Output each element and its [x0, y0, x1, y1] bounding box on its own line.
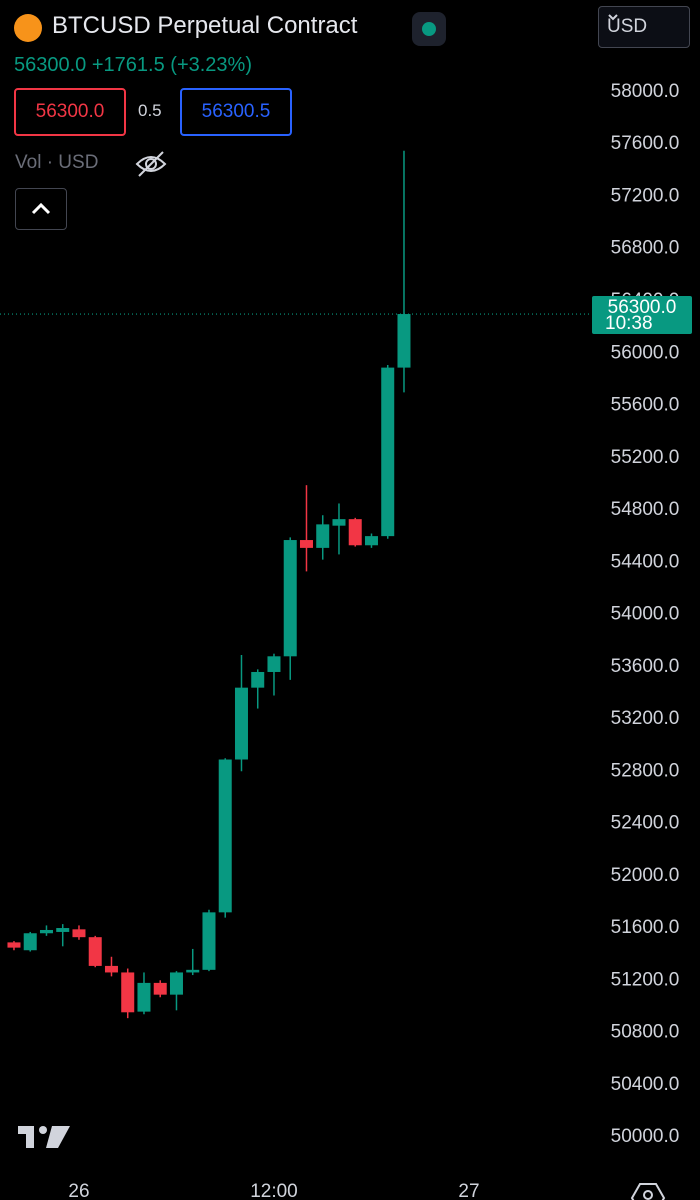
candle-body — [251, 671, 265, 688]
y-tick-label: 51600.0 — [611, 917, 680, 938]
candle-body — [316, 524, 330, 548]
candle-body — [169, 972, 183, 995]
y-tick-label: 51200.0 — [611, 969, 680, 990]
y-tick-label: 56800.0 — [611, 238, 680, 259]
candle-body — [218, 759, 232, 913]
currency-dropdown[interactable]: USD — [598, 6, 690, 48]
candle-body — [39, 929, 53, 934]
tv-logo — [18, 1126, 70, 1148]
y-tick-label: 50800.0 — [611, 1022, 680, 1043]
last-price: 56300.0 — [14, 54, 87, 76]
candle-body — [299, 540, 313, 548]
y-tick-label: 52400.0 — [611, 813, 680, 834]
hide-icon[interactable] — [134, 150, 168, 178]
candle-body — [88, 937, 102, 966]
candle-body — [283, 540, 297, 657]
candle-body — [137, 982, 151, 1012]
symbol-title[interactable]: BTCUSD Perpetual Contract — [52, 12, 358, 39]
y-tick-label: 56000.0 — [611, 342, 680, 363]
candle-body — [234, 687, 248, 760]
candle-body — [397, 314, 411, 368]
y-tick-label: 50000.0 — [611, 1126, 680, 1147]
change: +1761.5 — [91, 54, 165, 76]
candle-body — [186, 969, 200, 973]
candle-body — [23, 933, 37, 951]
y-tick-label: 58000.0 — [611, 81, 680, 102]
x-tick-label: 12:00 — [250, 1181, 298, 1200]
y-tick-label: 54800.0 — [611, 499, 680, 520]
x-tick-label: 26 — [68, 1181, 89, 1200]
bitcoin-icon — [14, 14, 42, 42]
y-tick-label: 52000.0 — [611, 865, 680, 886]
candle-body — [267, 656, 281, 672]
y-tick-label: 52800.0 — [611, 760, 680, 781]
y-tick-label: 57200.0 — [611, 185, 680, 206]
y-tick-label: 54400.0 — [611, 551, 680, 572]
candle-body — [348, 519, 362, 546]
candle-body — [153, 982, 167, 995]
y-tick-label: 55600.0 — [611, 395, 680, 416]
y-tick-label: 50400.0 — [611, 1074, 680, 1095]
candle-body — [104, 965, 118, 973]
y-tick-label: 57600.0 — [611, 133, 680, 154]
volume-label: Vol · USD — [15, 152, 99, 173]
plot-area — [7, 150, 411, 1019]
change-pct: (+3.23%) — [170, 54, 252, 76]
candle-body — [72, 929, 86, 938]
currency: USD — [607, 16, 648, 37]
collapse-button[interactable] — [15, 188, 67, 230]
x-tick-label: 27 — [458, 1181, 479, 1200]
candle-body — [56, 928, 70, 932]
market-status[interactable] — [412, 12, 446, 46]
price-badge — [592, 296, 692, 335]
settings-icon[interactable] — [630, 1183, 666, 1200]
candle-body — [121, 972, 135, 1013]
sell-button[interactable]: 56300.0 — [14, 88, 126, 136]
countdown: 10:38 — [605, 313, 653, 334]
candle-body — [381, 367, 395, 537]
y-tick-label: 55200.0 — [611, 447, 680, 468]
quote-line: 56300.0 +1761.5 (+3.23%) — [14, 54, 252, 77]
price-label: 56300.0 — [608, 297, 677, 318]
candle-body — [364, 536, 378, 546]
y-tick-label: 53200.0 — [611, 708, 680, 729]
buy-button[interactable]: 56300.5 — [180, 88, 292, 136]
y-tick-label: 53600.0 — [611, 656, 680, 677]
candle-body — [332, 519, 346, 526]
y-tick-label: 54000.0 — [611, 604, 680, 625]
candle-body — [7, 942, 21, 948]
candle-body — [202, 912, 216, 970]
spread: 0.5 — [138, 101, 162, 120]
